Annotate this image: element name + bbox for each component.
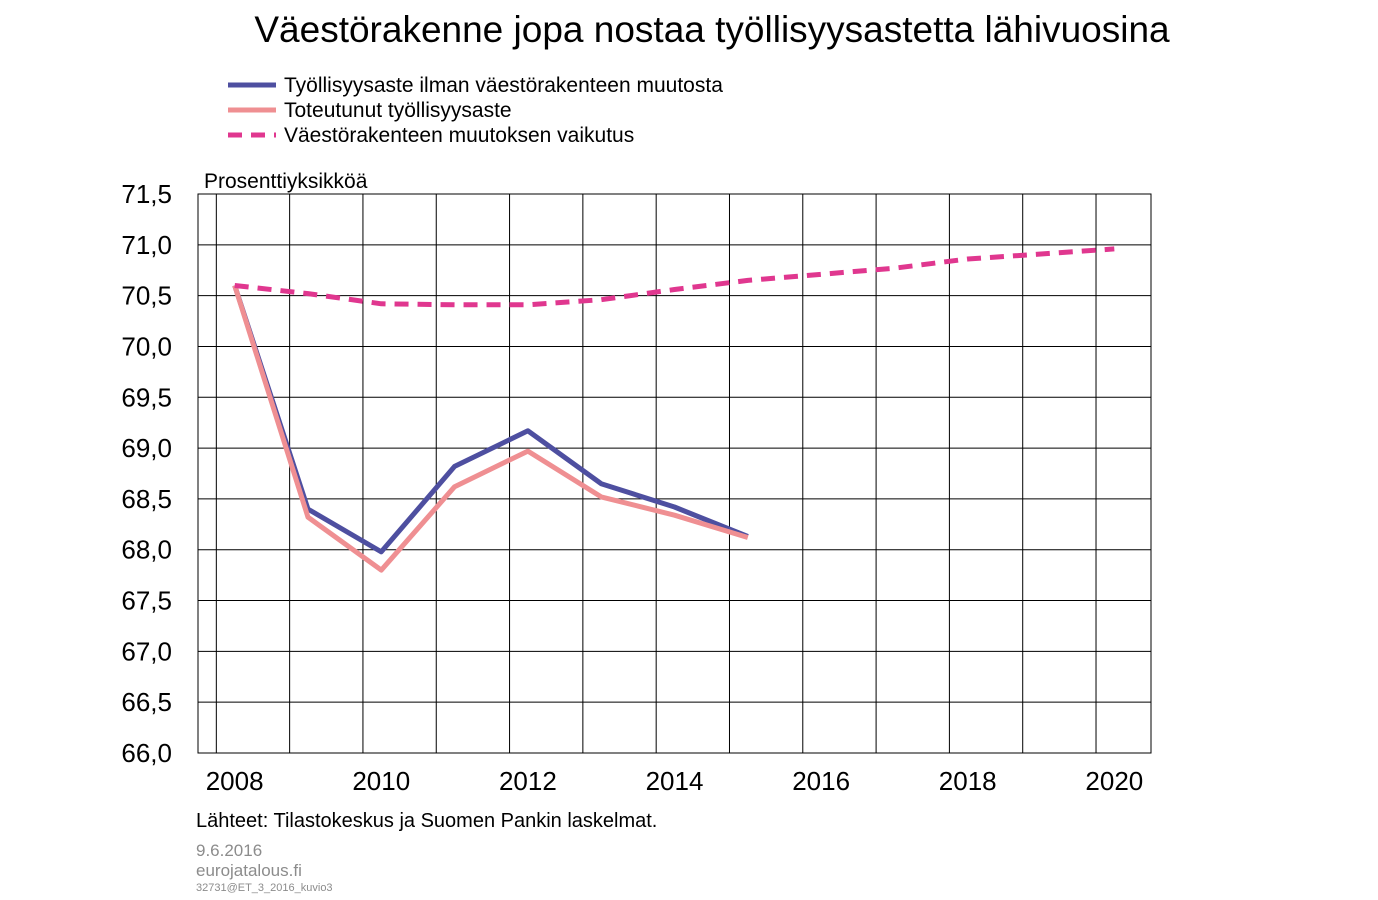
y-tick-label: 67,5: [121, 586, 172, 616]
x-tick-label: 2012: [499, 766, 557, 796]
x-tick-label: 2010: [352, 766, 410, 796]
legend-label-3: Väestörakenteen muutoksen vaikutus: [284, 124, 634, 147]
legend: Työllisyysaste ilman väestörakenteen muu…: [228, 74, 723, 147]
figure-code: 32731@ET_3_2016_kuvio3: [196, 882, 333, 894]
y-axis-ticks: 66,0 66,5 67,0 67,5 68,0 68,5 69,0 69,5 70,0 70,5…: [121, 179, 172, 768]
publication-date: 9.6.2016: [196, 841, 263, 860]
y-tick-label: 68,5: [121, 484, 172, 514]
y-axis-label: Prosenttiyksikköä: [204, 170, 368, 193]
y-tick-label: 68,0: [121, 535, 172, 565]
y-tick-label: 66,5: [121, 687, 172, 717]
y-tick-label: 66,0: [121, 738, 172, 768]
x-tick-label: 2014: [646, 766, 704, 796]
source-note: Lähteet: Tilastokeskus ja Suomen Pankin …: [196, 810, 657, 832]
x-tick-label: 2018: [939, 766, 997, 796]
legend-label-1: Työllisyysaste ilman väestörakenteen muu…: [284, 74, 723, 97]
legend-label-2: Toteutunut työllisyysaste: [284, 99, 512, 122]
series-lines: [232, 246, 1115, 573]
x-tick-label: 2020: [1085, 766, 1143, 796]
y-tick-label: 71,0: [121, 230, 172, 260]
series-line-1: [232, 284, 749, 555]
x-axis-ticks: 2008 2010 2012 2014 2016 2018 2020: [206, 766, 1144, 796]
y-tick-label: 70,5: [121, 281, 172, 311]
x-tick-label: 2016: [792, 766, 850, 796]
plot-frame: [197, 193, 1152, 754]
grid: [198, 193, 1151, 754]
y-tick-label: 70,0: [121, 331, 172, 361]
y-tick-label: 69,5: [121, 382, 172, 412]
site-name: eurojatalous.fi: [196, 861, 302, 880]
y-tick-label: 71,5: [121, 179, 172, 209]
series-line-3: [234, 246, 1115, 308]
y-tick-label: 69,0: [121, 433, 172, 463]
series-line-2: [232, 284, 749, 573]
chart-title: Väestörakenne jopa nostaa työllisyysaste…: [254, 9, 1170, 50]
x-tick-label: 2008: [206, 766, 264, 796]
y-tick-label: 67,0: [121, 636, 172, 666]
